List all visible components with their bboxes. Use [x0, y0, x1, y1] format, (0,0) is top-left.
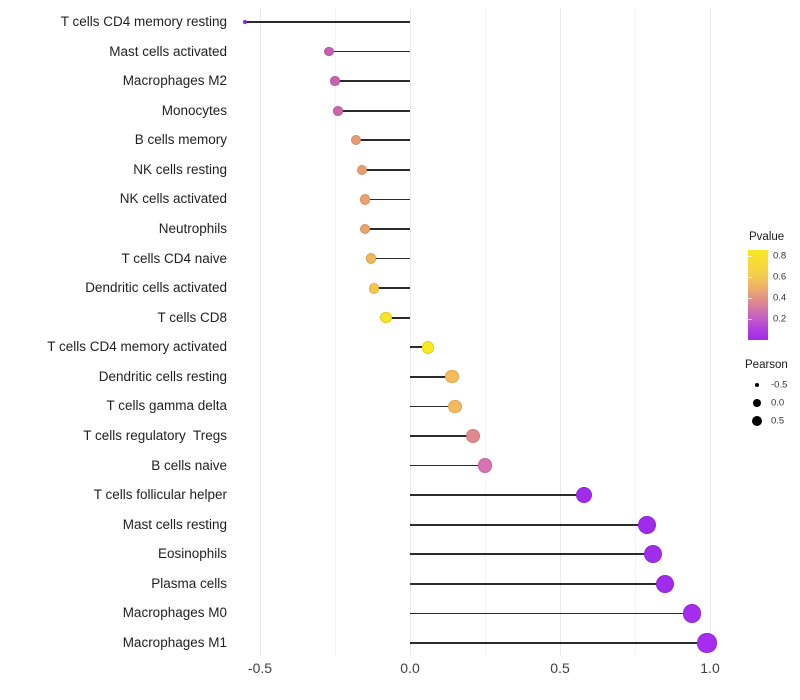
lollipop-dot [421, 340, 435, 354]
lollipop-stick [338, 109, 410, 112]
pvalue-colorbar-tick [748, 256, 752, 258]
lollipop-stick [410, 494, 584, 496]
lollipop-stick [410, 612, 692, 615]
gridline-x-minor [334, 8, 336, 656]
lollipop-stick [362, 169, 410, 171]
lollipop-stick [410, 405, 455, 408]
lollipop-stick [356, 139, 410, 142]
lollipop-dot [330, 76, 340, 86]
y-axis-category-label: T cells CD8 [157, 309, 227, 325]
y-axis-category-label: T cells follicular helper [93, 487, 227, 503]
y-axis-category-label: NK cells activated [119, 191, 227, 207]
y-axis-category-label: Macrophages M1 [122, 634, 227, 650]
lollipop-dot [356, 164, 368, 176]
y-axis-category-label: Mast cells activated [109, 43, 227, 59]
y-axis-category-label: T cells CD4 memory activated [47, 339, 227, 355]
y-axis-category-label: Dendritic cells resting [98, 368, 227, 384]
lollipop-stick [365, 228, 410, 230]
lollipop-dot [682, 604, 702, 623]
gridline-x-minor [634, 8, 636, 656]
lollipop-stick [410, 583, 665, 585]
lollipop-dot [697, 633, 717, 653]
pearson-size-legend-dot [752, 398, 762, 408]
lollipop-dot [359, 223, 371, 235]
pvalue-colorbar [748, 250, 768, 340]
lollipop-dot [368, 282, 380, 294]
lollipop-stick [335, 80, 410, 82]
legend-pvalue-title: Pvalue [749, 231, 785, 243]
lollipop-dot [448, 399, 462, 414]
lollipop-dot [466, 429, 480, 443]
lollipop-dot [655, 574, 675, 593]
y-axis-category-label: T cells CD4 naive [121, 250, 227, 266]
gridline-x-minor [484, 8, 486, 656]
lollipop-dot [477, 458, 493, 473]
lollipop-dot [242, 19, 248, 25]
lollipop-dot [359, 194, 371, 205]
y-axis-category-label: Macrophages M2 [122, 73, 227, 89]
pearson-size-legend-dot [752, 416, 762, 426]
y-axis-category-label: T cells regulatory Tregs [83, 427, 227, 443]
lollipop-dot [380, 312, 392, 324]
pvalue-colorbar-tick [748, 298, 752, 300]
pvalue-colorbar-tick-label: 0.8 [773, 250, 787, 262]
lollipop-dot [445, 370, 459, 384]
lollipop-dot [350, 135, 362, 146]
gridline-x-major [409, 8, 411, 656]
lollipop-dot [643, 545, 663, 564]
y-axis-category-label: Macrophages M0 [122, 605, 227, 621]
lollipop-dot [324, 46, 334, 57]
lollipop-dot [333, 105, 343, 116]
pvalue-colorbar-tick-label: 0.2 [773, 313, 787, 325]
pearson-size-legend-label: -0.5 [771, 379, 788, 391]
y-axis-category-label: Mast cells resting [122, 516, 227, 532]
y-axis-category-label: Dendritic cells activated [85, 280, 227, 296]
y-axis-category-label: NK cells resting [133, 161, 227, 177]
gridline-x-major [559, 8, 561, 656]
lollipop-stick [410, 523, 647, 526]
y-axis-category-label: T cells gamma delta [106, 398, 227, 414]
y-axis-category-label: Monocytes [161, 102, 227, 118]
pearson-size-legend-dot [754, 382, 760, 388]
gridline-x-major [709, 8, 711, 656]
lollipop-dot [575, 486, 593, 504]
lollipop-stick [329, 50, 410, 53]
pvalue-colorbar-tick-label: 0.6 [773, 271, 787, 283]
lollipop-dot [365, 253, 377, 264]
lollipop-dot [638, 515, 656, 534]
lollipop-stick [410, 435, 473, 437]
pearson-size-legend-label: 0.0 [771, 397, 785, 409]
y-axis-category-label: T cells CD4 memory resting [60, 14, 227, 29]
lollipop-stick [410, 376, 452, 378]
x-axis-tick-label: 0.0 [400, 660, 420, 676]
y-axis-category-label: B cells memory [134, 132, 227, 148]
pvalue-colorbar-tick [748, 277, 752, 279]
lollipop-stick [245, 21, 410, 23]
pearson-size-legend-label: 0.5 [771, 415, 785, 427]
x-axis-tick-label: 1.0 [700, 660, 720, 676]
y-axis-category-label: Plasma cells [151, 575, 227, 591]
legend-pearson-title: Pearson [745, 359, 788, 371]
lollipop-stick [365, 198, 410, 201]
lollipop-stick [410, 553, 653, 556]
pvalue-colorbar-tick-label: 0.4 [773, 292, 787, 304]
x-axis-tick-label: 0.5 [550, 660, 570, 676]
pvalue-colorbar-tick [748, 319, 752, 321]
lollipop-stick [410, 346, 428, 349]
lollipop-stick [386, 316, 410, 319]
lollipop-stick [371, 257, 410, 260]
y-axis-category-label: Neutrophils [158, 220, 227, 236]
gridline-x-major [259, 8, 261, 656]
lollipop-stick [374, 287, 410, 289]
x-axis-tick-label: -0.5 [247, 660, 273, 676]
lollipop-stick [410, 464, 485, 467]
y-axis-category-label: Eosinophils [157, 546, 227, 562]
lollipop-stick [410, 642, 707, 644]
y-axis-category-label: B cells naive [151, 457, 227, 473]
